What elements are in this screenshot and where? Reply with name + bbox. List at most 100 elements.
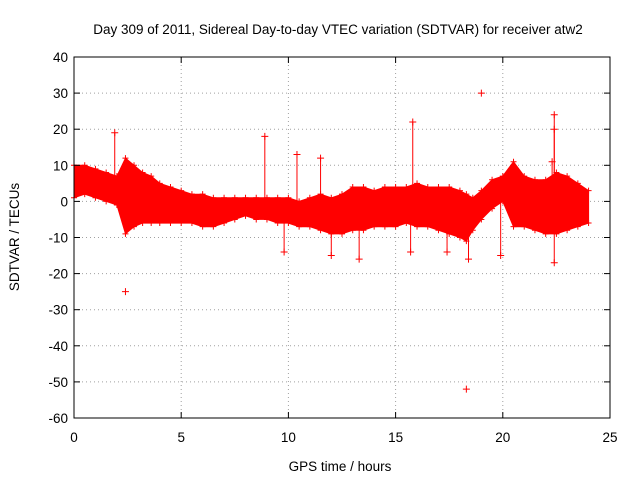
- outlier-point: [327, 252, 335, 260]
- outlier-point: [477, 89, 485, 97]
- band-edge-point: [564, 173, 571, 180]
- band-edge-point: [469, 227, 476, 234]
- band-edge-point: [531, 227, 538, 234]
- band-edge-point: [456, 234, 463, 241]
- y-tick-label: -50: [48, 375, 68, 390]
- band-edge-point: [221, 194, 228, 201]
- data-layer: [71, 89, 592, 393]
- band-edge-point: [210, 223, 217, 230]
- chart-title: Day 309 of 2011, Sidereal Day-to-day VTE…: [93, 22, 582, 37]
- band-edge-point: [285, 220, 292, 227]
- band-edge-point: [81, 162, 88, 169]
- outlier-point: [317, 154, 325, 162]
- band-edge-point: [414, 180, 421, 187]
- band-edge-point: [510, 158, 517, 165]
- outlier-point: [550, 125, 558, 133]
- band-edge-point: [199, 223, 206, 230]
- band-edge-point: [139, 220, 146, 227]
- outlier-point: [121, 288, 129, 296]
- band-edge-point: [103, 169, 110, 176]
- y-tick-label: -20: [48, 267, 68, 282]
- band-edge-point: [424, 183, 431, 190]
- band-edge-point: [328, 194, 335, 201]
- outlier-point: [409, 118, 417, 126]
- band-edge-point: [478, 216, 485, 223]
- outlier-point: [280, 248, 288, 256]
- y-tick-label: -30: [48, 303, 68, 318]
- band-edge-point: [403, 183, 410, 190]
- band-edge-point: [403, 220, 410, 227]
- band-edge-point: [81, 191, 88, 198]
- outlier-point: [443, 248, 451, 256]
- band-edge-point: [585, 187, 592, 194]
- x-tick-label: 5: [177, 430, 185, 445]
- outlier-point: [550, 259, 558, 267]
- band-edge-point: [285, 194, 292, 201]
- band-edge-point: [542, 176, 549, 183]
- band-edge-point: [156, 220, 163, 227]
- band-edge-point: [574, 180, 581, 187]
- outlier-point: [548, 158, 556, 166]
- band-edge-point: [360, 227, 367, 234]
- band-edge-point: [113, 202, 120, 209]
- band-edge-point: [188, 191, 195, 198]
- band-edge-point: [122, 155, 129, 162]
- axis-ticks: [73, 56, 611, 419]
- x-axis-label: GPS time / hours: [289, 459, 392, 474]
- band-edge-point: [463, 191, 470, 198]
- band-edge-point: [392, 223, 399, 230]
- band-edge-point: [263, 216, 270, 223]
- outlier-point: [464, 255, 472, 263]
- band-edge-point: [574, 223, 581, 230]
- x-tick-label: 20: [495, 430, 510, 445]
- band-edge-point: [148, 173, 155, 180]
- y-tick-label: 0: [60, 194, 68, 209]
- band-edge-point: [221, 220, 228, 227]
- band-edge-point: [231, 216, 238, 223]
- y-axis-label: SDTVAR / TECUs: [7, 183, 22, 292]
- band-edge-point: [542, 230, 549, 237]
- band-edge-point: [521, 173, 528, 180]
- grid-lines: [74, 57, 610, 418]
- band-edge-point: [167, 220, 174, 227]
- outlier-point: [550, 111, 558, 119]
- y-tick-label: -60: [48, 411, 68, 426]
- y-tick-label: 10: [53, 158, 68, 173]
- band-edge-point: [371, 223, 378, 230]
- band-edge-point: [253, 194, 260, 201]
- band-edge-point: [381, 183, 388, 190]
- band-edge-point: [139, 169, 146, 176]
- band-edge-point: [274, 194, 281, 201]
- band-edge-point: [424, 223, 431, 230]
- band-edge-point: [317, 227, 324, 234]
- band-edge-point: [381, 223, 388, 230]
- band-edge-point: [178, 220, 185, 227]
- y-tick-label: -40: [48, 339, 68, 354]
- outlier-point: [293, 150, 301, 158]
- band-edge-point: [131, 162, 138, 169]
- band-edge-point: [167, 183, 174, 190]
- band-edge-point: [156, 180, 163, 187]
- y-tick-label: 30: [53, 86, 68, 101]
- band-edge-point: [210, 194, 217, 201]
- band-edge-point: [489, 205, 496, 212]
- band-edge-point: [92, 194, 99, 201]
- band-edge-point: [231, 194, 238, 201]
- band-edge-point: [339, 191, 345, 198]
- band-edge-point: [510, 223, 517, 230]
- band-edge-point: [253, 216, 260, 223]
- band-edge-point: [489, 176, 496, 183]
- band-edge-point: [113, 173, 120, 180]
- band-edge-point: [178, 187, 185, 194]
- outlier-point: [462, 385, 470, 393]
- band-edge-point: [360, 183, 367, 190]
- band-edge-point: [306, 223, 313, 230]
- band-edge-point: [92, 165, 99, 172]
- band-edge-point: [478, 187, 485, 194]
- band-edge-point: [371, 187, 378, 194]
- outlier-point: [261, 132, 269, 140]
- band-edge-point: [469, 194, 476, 201]
- y-tick-label: 40: [53, 50, 68, 65]
- band-edge-point: [306, 194, 313, 201]
